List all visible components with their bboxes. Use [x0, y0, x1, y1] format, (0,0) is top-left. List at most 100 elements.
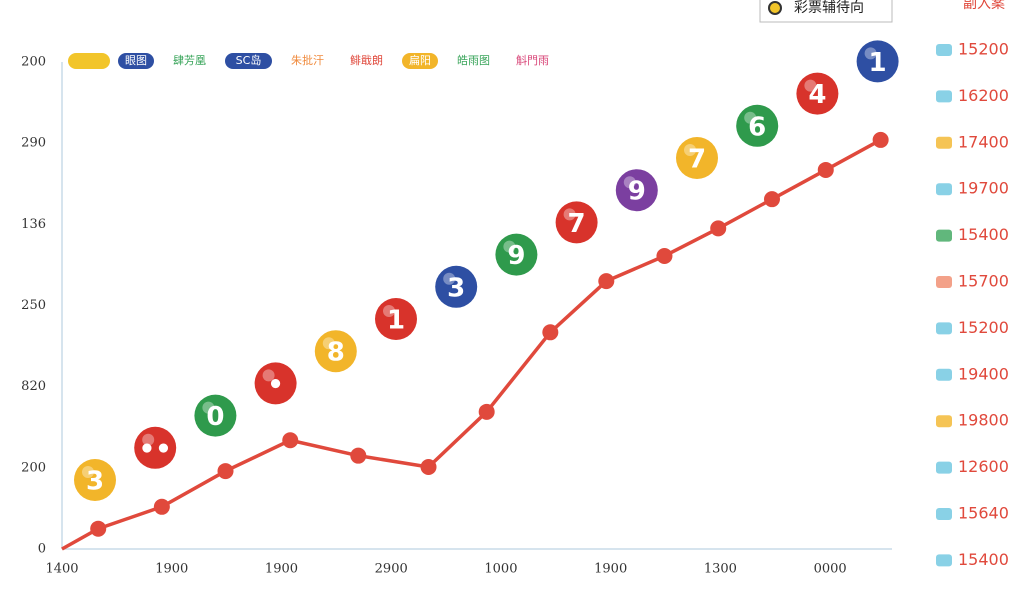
ball: [856, 40, 899, 83]
ball-label: 3: [447, 273, 465, 303]
ball: [254, 362, 297, 405]
point: [90, 520, 107, 537]
ball-shine: [744, 111, 757, 124]
point: [478, 403, 495, 420]
ball-label: 4: [808, 80, 826, 110]
ball-label: 9: [628, 177, 646, 207]
y-tick-label: 290: [21, 136, 46, 151]
point: [542, 324, 559, 341]
ball: [615, 169, 658, 212]
x-tick-label: 1900: [265, 562, 298, 577]
right-label: 17400: [958, 132, 1009, 151]
ball-shine: [864, 47, 877, 60]
ball-shine: [202, 401, 215, 414]
right-label: 15200: [958, 40, 1009, 59]
right-label: 15200: [958, 318, 1009, 337]
right-badge: [936, 90, 952, 103]
y-tick-label: 820: [21, 379, 46, 394]
ball: [736, 104, 779, 147]
right-badge: [936, 415, 952, 428]
x-tick-label: 1300: [704, 562, 737, 577]
x-tick-label: 1900: [594, 562, 627, 577]
right-badge: [936, 368, 952, 381]
legend-pill: [118, 53, 154, 69]
ball-label: 1: [869, 48, 887, 78]
ball-shine: [684, 144, 696, 156]
y-tick-label: 136: [21, 217, 46, 232]
ball-label: 9: [507, 241, 525, 271]
ball-shine: [563, 208, 576, 221]
ball-shine: [503, 240, 516, 253]
x-tick-label: 0000: [814, 562, 847, 577]
ball: [555, 201, 598, 244]
y-tick-label: 0: [38, 542, 46, 557]
line: [61, 138, 882, 551]
ball-label: 8: [327, 338, 345, 368]
x-tick-label: 1000: [484, 562, 517, 577]
point: [872, 131, 889, 148]
right-badge: [936, 136, 952, 149]
ball-label: 3: [86, 467, 104, 497]
point: [710, 220, 727, 237]
legend-label: 朱批汗: [291, 53, 324, 67]
ball-label: 1: [387, 306, 405, 336]
legend-label: 眼图: [125, 54, 147, 67]
ball: [375, 298, 417, 340]
point: [282, 432, 299, 449]
point: [420, 459, 437, 476]
ball: [796, 72, 839, 115]
right-label: 19400: [958, 364, 1009, 383]
point: [350, 447, 367, 464]
point: [817, 161, 834, 178]
legend-pill: [225, 53, 272, 69]
ball-shine: [443, 272, 456, 285]
point: [153, 498, 170, 515]
legend-label: 肆芳凰: [173, 53, 206, 67]
legend-box: [759, 0, 893, 23]
right-label: 16200: [958, 86, 1009, 105]
ball: [676, 137, 718, 179]
right-badge: [936, 183, 952, 196]
point: [656, 247, 673, 264]
ball-shine: [322, 337, 335, 350]
y-tick-label: 200: [21, 55, 46, 70]
right-label: 15400: [958, 225, 1009, 244]
right-badge: [936, 461, 952, 474]
point: [763, 191, 780, 208]
right-label: 19700: [958, 179, 1009, 198]
ball: [435, 265, 478, 308]
y-tick-label: 200: [21, 460, 46, 475]
right-badge: [936, 508, 952, 520]
ball-label: 7: [568, 209, 586, 239]
ball: [495, 233, 538, 276]
right-badge: [936, 554, 952, 567]
right-label: 19800: [958, 411, 1009, 430]
legend-pill: [402, 53, 438, 69]
ball-label: •: [267, 370, 284, 400]
legend-icon: [768, 1, 782, 15]
y-tick-label: 250: [21, 298, 46, 313]
right-badge: [936, 229, 952, 242]
ball-label: 0: [206, 402, 224, 432]
right-label: 15640: [958, 504, 1009, 523]
legend-pill: [68, 53, 110, 69]
ball-label: 7: [688, 145, 706, 175]
legend-label: 斛門雨: [516, 53, 549, 67]
legend-label: SC岛: [236, 53, 262, 67]
right-badge: [936, 44, 952, 56]
ball-shine: [383, 305, 395, 317]
x-tick-label: 1400: [45, 562, 78, 577]
ball-shine: [142, 433, 155, 446]
ball-label: 6: [748, 112, 766, 142]
point: [598, 273, 615, 290]
legend-box-text: 彩票辅待向: [794, 0, 864, 16]
ball-shine: [804, 79, 817, 92]
ball-shine: [262, 369, 275, 382]
legend-label: 鲱戢朗: [350, 53, 383, 67]
ball-label: ••: [139, 434, 172, 464]
ball: [134, 426, 177, 469]
ball-shine: [82, 466, 94, 478]
right-label: 15400: [958, 550, 1009, 569]
right-label: 15700: [958, 272, 1009, 291]
